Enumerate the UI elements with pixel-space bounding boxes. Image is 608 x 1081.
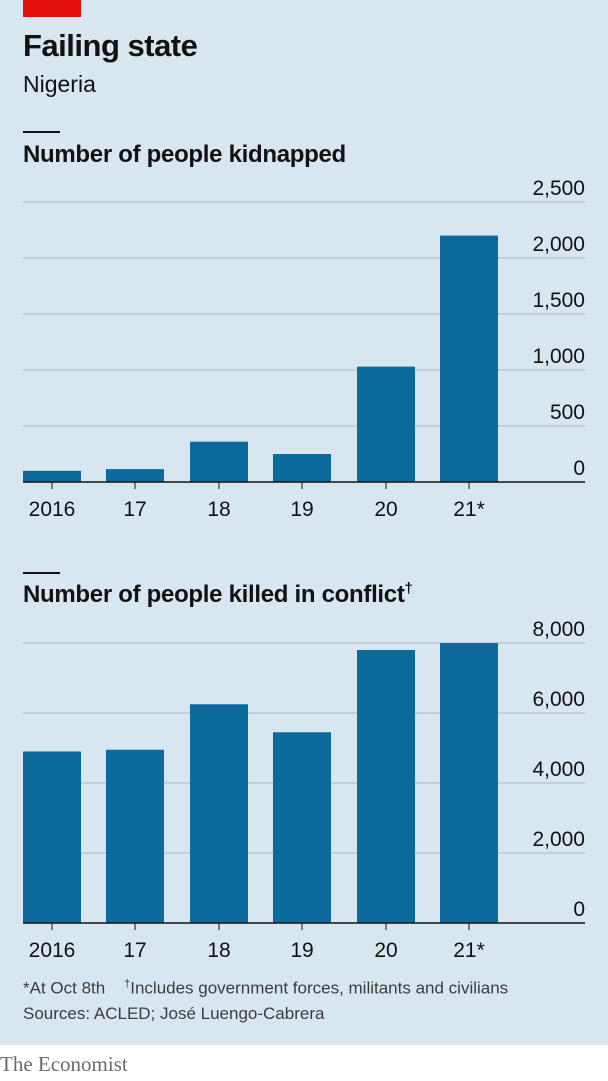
bar-kidnapped-2 [106, 469, 164, 482]
y-tick-label: 2,000 [532, 233, 585, 256]
sources-note: Sources: ACLED; José Luengo-Cabrera [23, 1004, 325, 1023]
x-tick-label: 20 [374, 498, 397, 521]
x-tick-label: 17 [123, 498, 146, 521]
x-tick-label: 2016 [29, 498, 76, 521]
killed-bar-chart: 0 2,000 4,000 6,000 8,000 2016 17 18 19 20 21* [23, 618, 585, 962]
x-tick-label: 21* [453, 498, 485, 521]
x-tick-label: 19 [290, 498, 313, 521]
bar-killed-3 [190, 704, 248, 923]
kidnapped-chart-title: Number of people kidnapped [23, 141, 346, 168]
bar-kidnapped-5 [357, 366, 415, 482]
bar-killed-6 [440, 643, 498, 923]
section-rule-kidnapped [23, 131, 60, 133]
bar-killed-5 [357, 650, 415, 923]
y-tick-label: 4,000 [532, 758, 585, 781]
killed-chart-title: Number of people killed in conflict† [23, 580, 413, 608]
y-tick-label: 0 [573, 898, 585, 921]
bar-killed-4 [273, 732, 331, 923]
bar-kidnapped-1 [23, 470, 81, 482]
y-tick-label: 500 [550, 401, 585, 424]
y-tick-label: 6,000 [532, 688, 585, 711]
bar-killed-2 [106, 749, 164, 923]
y-tick-label: 2,000 [532, 828, 585, 851]
x-tick-label: 17 [123, 939, 146, 962]
y-tick-label: 1,000 [532, 345, 585, 368]
y-tick-label: 2,500 [532, 177, 585, 200]
x-tick-label: 18 [207, 498, 230, 521]
bar-kidnapped-4 [273, 454, 331, 482]
x-tick-label: 2016 [29, 939, 76, 962]
x-tick-label: 20 [374, 939, 397, 962]
y-tick-label: 0 [573, 457, 585, 480]
y-tick-label: 8,000 [532, 618, 585, 641]
brand-red-tag [23, 0, 81, 17]
bar-kidnapped-6 [440, 235, 498, 482]
x-tick-label: 18 [207, 939, 230, 962]
bar-kidnapped-3 [190, 441, 248, 482]
brand-logo-text: The Economist [0, 1052, 128, 1076]
chart-subtitle: Nigeria [23, 71, 96, 97]
bar-killed-1 [23, 751, 81, 923]
y-tick-label: 1,500 [532, 289, 585, 312]
x-tick-label: 19 [290, 939, 313, 962]
kidnapped-bar-chart: 0 500 1,000 1,500 2,000 2,500 2016 17 18 19 20 21* [23, 177, 585, 521]
footnote: *At Oct 8th †Includes government forces,… [23, 978, 509, 998]
chart-title: Failing state [23, 28, 198, 63]
chart-panel: Failing state Nigeria Number of people k… [0, 0, 608, 1045]
section-rule-killed [23, 572, 60, 574]
x-tick-label: 21* [453, 939, 485, 962]
